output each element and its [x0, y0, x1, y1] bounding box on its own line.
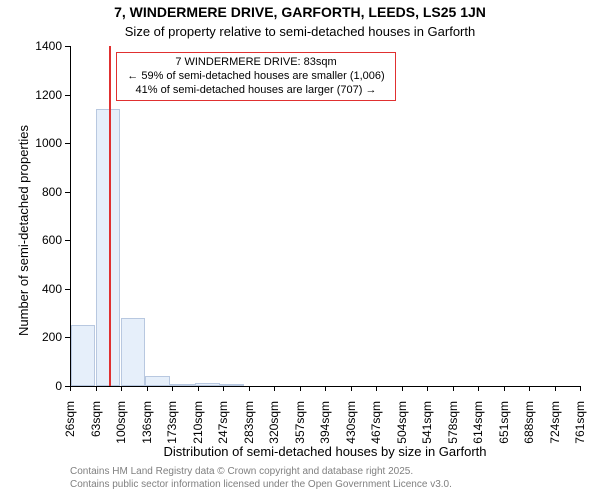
y-tick	[65, 46, 70, 47]
x-tick	[478, 386, 479, 391]
annotation-line-2: ← 59% of semi-detached houses are smalle…	[123, 70, 389, 84]
x-tick-label: 100sqm	[114, 401, 128, 451]
x-tick	[147, 386, 148, 391]
footer-line-1: Contains HM Land Registry data © Crown c…	[70, 466, 452, 479]
x-tick-label: 614sqm	[471, 401, 485, 451]
y-tick-label: 1000	[0, 136, 62, 150]
y-axis-label: Number of semi-detached properties	[16, 125, 31, 336]
y-tick	[65, 337, 70, 338]
y-tick	[65, 289, 70, 290]
x-tick-label: 578sqm	[446, 401, 460, 451]
y-tick	[65, 143, 70, 144]
x-tick-label: 210sqm	[191, 401, 205, 451]
x-tick	[555, 386, 556, 391]
x-tick-label: 430sqm	[344, 401, 358, 451]
x-tick	[376, 386, 377, 391]
x-tick-label: 283sqm	[242, 401, 256, 451]
x-tick	[121, 386, 122, 391]
x-tick-label: 136sqm	[140, 401, 154, 451]
x-tick	[172, 386, 173, 391]
chart-container: 7, WINDERMERE DRIVE, GARFORTH, LEEDS, LS…	[0, 0, 600, 500]
y-tick	[65, 192, 70, 193]
y-tick	[65, 95, 70, 96]
x-tick-label: 504sqm	[395, 401, 409, 451]
x-tick	[325, 386, 326, 391]
y-tick-label: 800	[0, 185, 62, 199]
x-tick	[580, 386, 581, 391]
footer: Contains HM Land Registry data © Crown c…	[70, 466, 452, 491]
x-tick	[274, 386, 275, 391]
y-tick	[65, 240, 70, 241]
annotation-line-3: 41% of semi-detached houses are larger (…	[123, 84, 389, 98]
x-tick-label: 651sqm	[497, 401, 511, 451]
x-tick-label: 724sqm	[548, 401, 562, 451]
x-tick-label: 320sqm	[267, 401, 281, 451]
x-tick-label: 63sqm	[89, 401, 103, 451]
x-tick-label: 761sqm	[573, 401, 587, 451]
x-tick-label: 467sqm	[369, 401, 383, 451]
footer-line-2: Contains public sector information licen…	[70, 479, 452, 492]
x-tick-label: 26sqm	[63, 401, 77, 451]
annotation-line-1: 7 WINDERMERE DRIVE: 83sqm	[123, 56, 389, 70]
y-tick-label: 400	[0, 282, 62, 296]
x-tick	[427, 386, 428, 391]
title-main: 7, WINDERMERE DRIVE, GARFORTH, LEEDS, LS…	[0, 4, 600, 20]
x-tick	[249, 386, 250, 391]
y-tick-label: 1400	[0, 39, 62, 53]
x-tick	[453, 386, 454, 391]
x-tick-label: 173sqm	[165, 401, 179, 451]
histogram-bar	[220, 384, 244, 386]
x-tick-label: 247sqm	[216, 401, 230, 451]
x-tick-label: 357sqm	[293, 401, 307, 451]
histogram-bar	[170, 384, 194, 386]
x-tick-label: 541sqm	[420, 401, 434, 451]
x-tick-label: 394sqm	[318, 401, 332, 451]
histogram-bar	[195, 383, 219, 386]
x-tick	[529, 386, 530, 391]
y-tick-label: 600	[0, 233, 62, 247]
histogram-bar	[71, 325, 95, 386]
marker-line	[109, 46, 111, 386]
x-tick	[504, 386, 505, 391]
title-sub: Size of property relative to semi-detach…	[0, 24, 600, 39]
x-tick	[223, 386, 224, 391]
x-tick	[351, 386, 352, 391]
y-tick-label: 1200	[0, 88, 62, 102]
x-tick	[198, 386, 199, 391]
x-tick	[300, 386, 301, 391]
y-tick-label: 200	[0, 330, 62, 344]
annotation-box: 7 WINDERMERE DRIVE: 83sqm ← 59% of semi-…	[116, 52, 396, 101]
x-tick	[402, 386, 403, 391]
y-tick-label: 0	[0, 379, 62, 393]
x-tick	[96, 386, 97, 391]
x-tick	[70, 386, 71, 391]
x-tick-label: 688sqm	[522, 401, 536, 451]
plot-area: 7 WINDERMERE DRIVE: 83sqm ← 59% of semi-…	[70, 46, 581, 387]
histogram-bar	[145, 376, 169, 386]
histogram-bar	[121, 318, 145, 386]
